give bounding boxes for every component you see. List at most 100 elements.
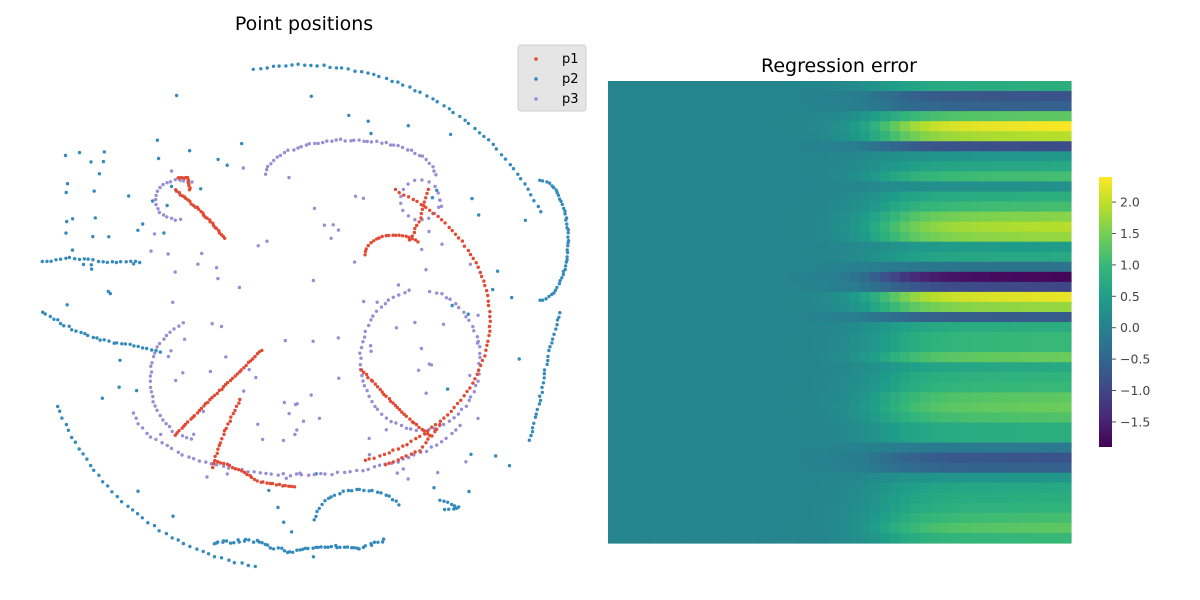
heatmap-cell bbox=[658, 362, 669, 373]
heatmap-cell bbox=[739, 131, 750, 142]
heatmap-cell bbox=[729, 282, 740, 293]
heatmap-cell bbox=[628, 292, 639, 303]
heatmap-cell bbox=[980, 463, 991, 474]
p2-point bbox=[124, 342, 127, 345]
heatmap-cell bbox=[900, 372, 911, 383]
heatmap-cell bbox=[608, 252, 619, 263]
heatmap-cell bbox=[900, 272, 911, 283]
p2-point bbox=[333, 494, 336, 497]
heatmap-cell bbox=[668, 181, 679, 192]
heatmap-cell bbox=[799, 252, 810, 263]
heatmap-cell bbox=[829, 151, 840, 162]
heatmap-cell bbox=[870, 463, 881, 474]
heatmap-cell bbox=[840, 191, 851, 202]
heatmap-cell bbox=[739, 503, 750, 514]
heatmap-cell bbox=[1051, 151, 1062, 162]
p3-point bbox=[360, 374, 363, 377]
heatmap-cell bbox=[900, 302, 911, 313]
heatmap-cell bbox=[799, 453, 810, 464]
p1-point bbox=[197, 208, 200, 211]
heatmap-cell bbox=[980, 412, 991, 423]
p3-point bbox=[454, 428, 457, 431]
heatmap-cell bbox=[648, 352, 659, 363]
heatmap-cell bbox=[608, 262, 619, 273]
heatmap-cell bbox=[779, 422, 790, 433]
p3-point bbox=[158, 186, 161, 189]
p2-point bbox=[312, 555, 315, 558]
heatmap-cell bbox=[809, 422, 820, 433]
heatmap-cell bbox=[799, 332, 810, 343]
heatmap-cell bbox=[1061, 91, 1072, 102]
p2-point bbox=[103, 338, 106, 341]
heatmap-cell bbox=[860, 483, 871, 494]
p3-point bbox=[432, 169, 435, 172]
heatmap-cell bbox=[829, 292, 840, 303]
heatmap-cell bbox=[1041, 483, 1052, 494]
heatmap-cell bbox=[1021, 402, 1032, 413]
heatmap-cell bbox=[819, 453, 830, 464]
heatmap-cell bbox=[709, 181, 720, 192]
heatmap-cell bbox=[840, 412, 851, 423]
heatmap-cell bbox=[759, 533, 770, 544]
heatmap-cell bbox=[1001, 302, 1012, 313]
heatmap-cell bbox=[668, 101, 679, 112]
heatmap-cell bbox=[910, 523, 921, 534]
heatmap-cell bbox=[709, 81, 720, 92]
p3-point bbox=[171, 301, 174, 304]
heatmap-cell bbox=[1061, 372, 1072, 383]
heatmap-cell bbox=[608, 232, 619, 243]
p3-point bbox=[445, 296, 448, 299]
heatmap-cell bbox=[789, 302, 800, 313]
heatmap-cell bbox=[668, 332, 679, 343]
p1-point bbox=[442, 416, 445, 419]
p1-point bbox=[222, 433, 225, 436]
heatmap-cell bbox=[699, 493, 710, 504]
heatmap-cell bbox=[970, 252, 981, 263]
p2-point bbox=[432, 486, 435, 489]
p2-point bbox=[127, 194, 130, 197]
heatmap-cell bbox=[638, 272, 649, 283]
heatmap-cell bbox=[689, 171, 700, 182]
heatmap-cell bbox=[699, 312, 710, 323]
heatmap-cell bbox=[1031, 433, 1042, 444]
p1-point bbox=[256, 479, 259, 482]
heatmap-cell bbox=[638, 222, 649, 233]
heatmap-cell bbox=[860, 262, 871, 273]
p2-point bbox=[106, 484, 109, 487]
heatmap-cell bbox=[749, 433, 760, 444]
p3-point bbox=[319, 472, 322, 475]
heatmap-cell bbox=[850, 181, 861, 192]
heatmap-cell bbox=[1041, 181, 1052, 192]
heatmap-cell bbox=[1021, 422, 1032, 433]
heatmap-cell bbox=[960, 151, 971, 162]
heatmap-cell bbox=[850, 392, 861, 403]
heatmap-cell bbox=[719, 212, 730, 223]
p2-point bbox=[319, 545, 322, 548]
heatmap-cell bbox=[890, 483, 901, 494]
heatmap-cell bbox=[1011, 463, 1022, 474]
heatmap-cell bbox=[860, 302, 871, 313]
p1-point bbox=[226, 422, 229, 425]
heatmap-cell bbox=[1001, 422, 1012, 433]
heatmap-cell bbox=[980, 212, 991, 223]
heatmap-cell bbox=[699, 171, 710, 182]
p3-point bbox=[270, 472, 273, 475]
heatmap-cell bbox=[678, 503, 689, 514]
heatmap-cell bbox=[980, 443, 991, 454]
heatmap-cell bbox=[608, 503, 619, 514]
heatmap-cell bbox=[960, 412, 971, 423]
p1-point bbox=[411, 234, 414, 237]
heatmap-cell bbox=[668, 513, 679, 524]
heatmap-cell bbox=[789, 503, 800, 514]
p2-point bbox=[554, 327, 557, 330]
heatmap-cell bbox=[709, 131, 720, 142]
heatmap-cell bbox=[1061, 111, 1072, 122]
heatmap-cell bbox=[870, 322, 881, 333]
heatmap-cell bbox=[819, 232, 830, 243]
heatmap-cell bbox=[970, 131, 981, 142]
heatmap-cell bbox=[940, 222, 951, 233]
p3-point bbox=[392, 143, 395, 146]
p3-point bbox=[457, 306, 460, 309]
heatmap-cell bbox=[668, 483, 679, 494]
p1-point bbox=[213, 459, 216, 462]
